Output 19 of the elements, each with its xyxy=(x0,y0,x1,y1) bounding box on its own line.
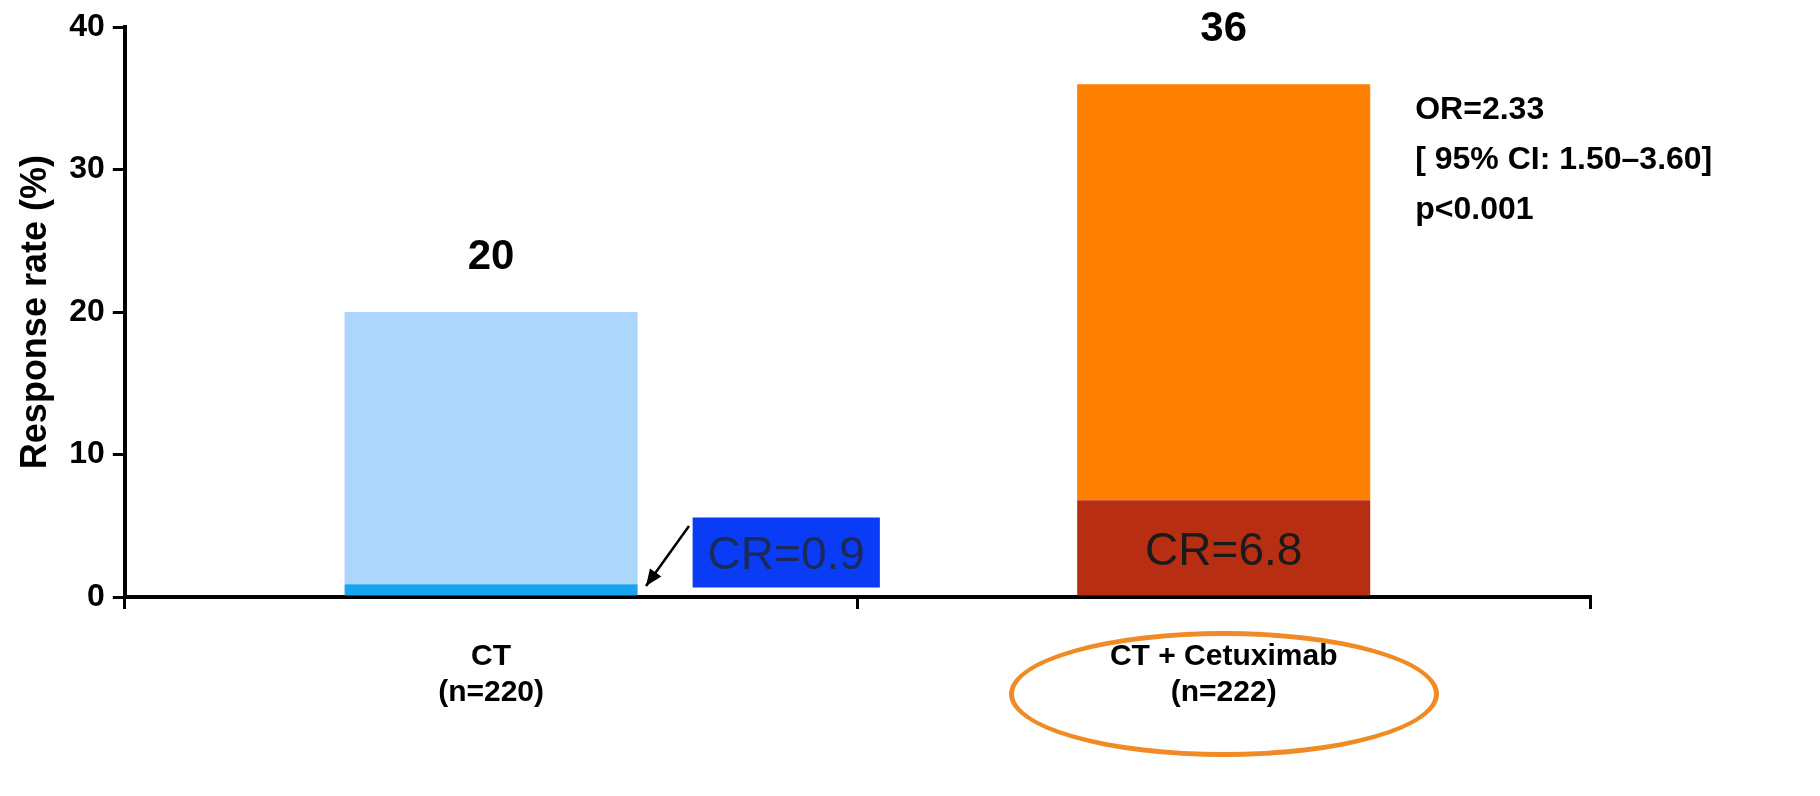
y-tick-label: 10 xyxy=(69,434,105,471)
x-tick-label: CT (n=220) xyxy=(438,638,545,708)
data-label: CR=0.9 xyxy=(707,527,865,580)
total-label: 20 xyxy=(467,230,515,278)
annotation: OR=2.33 xyxy=(1415,90,1545,127)
y-axis-title: Response rate (%) xyxy=(12,155,54,470)
x-tick-label: CT + Cetuximab (n=222) xyxy=(1109,638,1338,708)
y-tick-label: 30 xyxy=(69,149,105,186)
annotation: [ 95% CI: 1.50–3.60] xyxy=(1415,140,1713,177)
y-tick-label: 40 xyxy=(69,7,105,44)
total-label: 36 xyxy=(1200,2,1248,50)
bar xyxy=(344,312,638,585)
bar xyxy=(1077,84,1371,501)
bar xyxy=(344,584,638,596)
y-tick-label: 0 xyxy=(87,576,105,613)
bar xyxy=(1077,500,1371,596)
annotation: p<0.001 xyxy=(1415,190,1534,227)
y-tick-label: 20 xyxy=(69,291,105,328)
data-label: CR=6.8 xyxy=(1145,522,1303,575)
